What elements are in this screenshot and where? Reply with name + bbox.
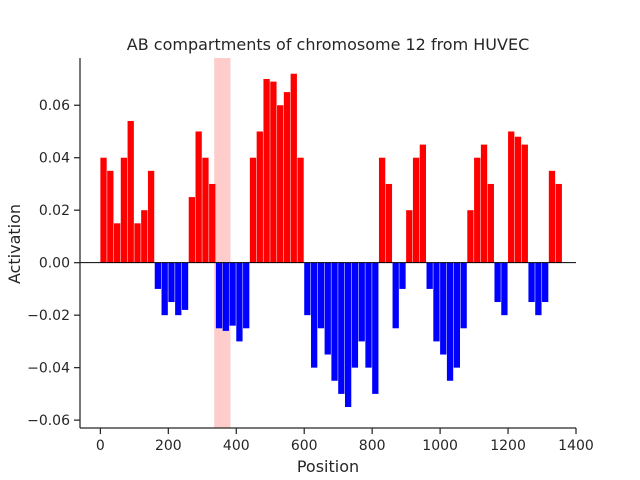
activation-bar	[487, 183, 494, 263]
activation-bar	[222, 262, 229, 331]
x-tick-label: 600	[291, 438, 318, 454]
activation-bar	[202, 157, 209, 263]
activation-bar	[290, 73, 297, 263]
activation-bar	[514, 136, 522, 263]
activation-bar	[419, 144, 427, 263]
activation-bar	[358, 262, 365, 342]
activation-bar	[195, 131, 202, 263]
y-tick-label: 0.06	[39, 98, 70, 114]
activation-bar	[351, 262, 359, 368]
activation-bar	[501, 262, 508, 316]
activation-bar	[175, 262, 182, 316]
activation-bar	[209, 183, 216, 263]
plot-area	[80, 58, 576, 428]
activation-bar	[555, 183, 562, 263]
activation-bar	[283, 92, 291, 263]
activation-bar	[317, 262, 325, 329]
activation-bar	[378, 157, 386, 263]
x-tick-label: 1200	[490, 438, 526, 454]
activation-bar	[412, 157, 420, 263]
activation-bar	[297, 157, 304, 263]
x-tick-label: 0	[96, 438, 105, 454]
activation-bar	[365, 262, 372, 368]
activation-bar	[270, 81, 277, 263]
activation-bar	[474, 157, 481, 263]
y-tick-label: 0.04	[39, 151, 70, 167]
activation-bar	[548, 170, 556, 263]
activation-bar	[147, 170, 155, 263]
activation-bar	[277, 105, 284, 263]
activation-bar	[188, 197, 196, 263]
activation-bar	[372, 262, 379, 394]
activation-bar	[467, 210, 474, 263]
activation-bar	[236, 262, 243, 342]
highlight-region	[214, 58, 231, 428]
activation-bar	[324, 262, 331, 355]
activation-bar	[127, 120, 134, 263]
activation-bar	[120, 157, 128, 263]
activation-bar	[480, 144, 488, 263]
activation-bar	[399, 262, 406, 289]
activation-bar	[460, 262, 467, 329]
activation-bar	[433, 262, 440, 342]
activation-bar	[344, 262, 352, 408]
activation-bar	[406, 210, 413, 263]
y-tick-label: −0.04	[27, 361, 70, 377]
activation-bar	[181, 262, 189, 310]
activation-bar	[168, 262, 175, 303]
y-tick-label: 0.00	[39, 256, 70, 272]
activation-bar	[100, 157, 107, 263]
x-tick-label: 1000	[422, 438, 458, 454]
x-axis-ticks: 0 200 400 600 800 1000 1200 1400	[96, 428, 594, 454]
x-axis-label: Position	[297, 457, 359, 476]
activation-bar	[385, 183, 393, 263]
activation-bar	[249, 157, 257, 263]
activation-bar	[304, 262, 311, 316]
y-tick-label: 0.02	[39, 203, 70, 219]
activation-bar	[141, 210, 148, 263]
activation-bar	[263, 78, 270, 263]
activation-bar	[392, 262, 399, 329]
activation-bar	[440, 262, 447, 355]
activation-bar	[243, 262, 250, 329]
activation-bar	[161, 262, 168, 316]
activation-bar	[521, 144, 528, 263]
activation-bar	[311, 262, 318, 368]
y-tick-label: −0.06	[27, 413, 70, 429]
x-tick-label: 800	[359, 438, 386, 454]
activation-bar	[134, 223, 141, 263]
y-axis-ticks: −0.06 −0.04 −0.02 0.00 0.02 0.04 0.06	[27, 98, 80, 429]
activation-bar	[229, 262, 236, 326]
activation-bar	[256, 131, 263, 263]
y-tick-label: −0.02	[27, 308, 70, 324]
activation-bar	[331, 262, 338, 381]
activation-bar	[215, 262, 223, 329]
activation-bar	[113, 223, 121, 263]
x-tick-label: 200	[155, 438, 182, 454]
activation-bars	[100, 73, 562, 408]
chart-title: AB compartments of chromosome 12 from HU…	[127, 35, 529, 54]
activation-bar	[154, 262, 162, 289]
x-tick-label: 400	[223, 438, 250, 454]
activation-bar	[107, 170, 114, 263]
y-axis-label: Activation	[5, 204, 24, 284]
activation-bar	[535, 262, 542, 316]
activation-bar	[542, 262, 549, 303]
activation-bar	[446, 262, 454, 381]
activation-bar	[528, 262, 535, 303]
activation-bar	[453, 262, 460, 368]
activation-bar	[494, 262, 501, 303]
x-tick-label: 1400	[558, 438, 594, 454]
activation-bar	[338, 262, 345, 394]
activation-bar	[426, 262, 433, 289]
activation-bar	[508, 131, 515, 263]
